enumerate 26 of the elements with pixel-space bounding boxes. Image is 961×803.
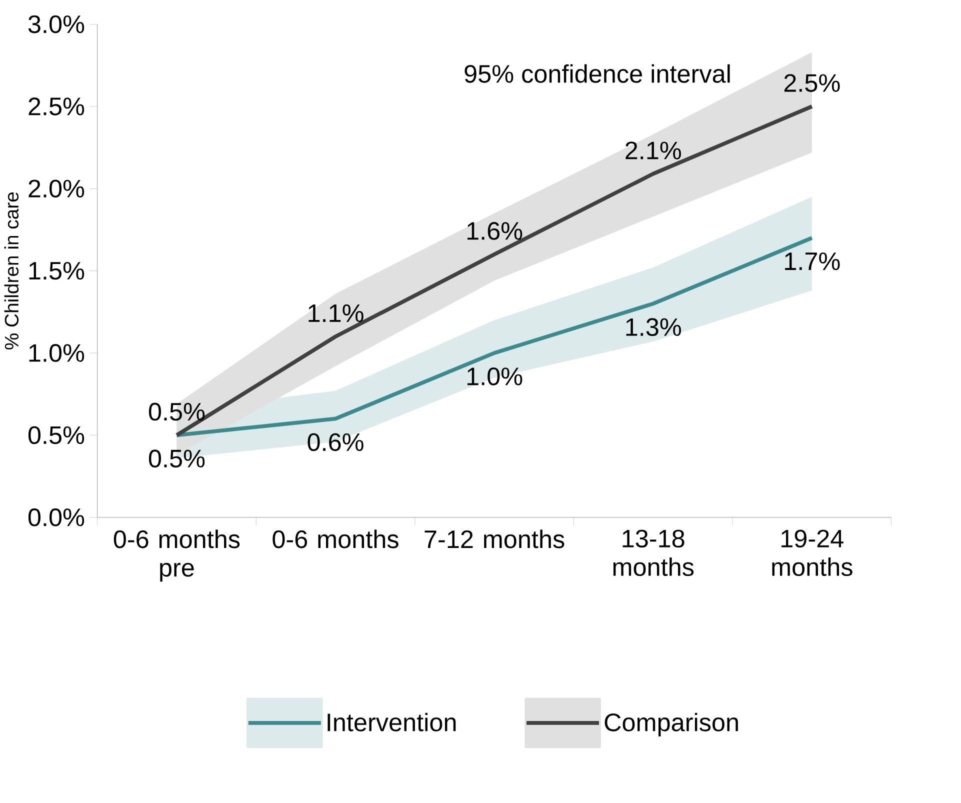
x-tick-label: 19-24 months <box>772 530 852 576</box>
data-label: 1.3% <box>626 318 681 336</box>
y-tick-label: 2.0% <box>28 180 84 198</box>
x-tick-label: 13-18 months <box>613 530 694 576</box>
legend-label: Comparison <box>604 712 738 736</box>
x-tick-label: 0-6 months <box>272 530 398 548</box>
data-label: 2.1% <box>626 142 681 160</box>
y-tick-label: 3.0% <box>28 15 84 34</box>
legend-label: Intervention <box>328 712 456 732</box>
x-tick-label: 0-6 months pre <box>114 530 240 582</box>
data-label: 1.6% <box>467 222 522 240</box>
annotation: 95% confidence interval <box>464 64 730 83</box>
y-tick-label: 1.5% <box>29 262 84 280</box>
data-label: 0.5% <box>148 402 205 421</box>
data-label: 1.1% <box>308 304 364 322</box>
y-tick-label: 0.0% <box>28 508 84 526</box>
y-tick-label: 0.5% <box>28 426 84 444</box>
data-label: 0.6% <box>308 433 364 452</box>
data-label: 2.5% <box>784 74 840 92</box>
y-tick-label: 2.5% <box>28 98 84 116</box>
data-label: 0.5% <box>148 450 205 468</box>
data-label: 1.0% <box>467 368 522 386</box>
y-axis-title: % Children in care <box>4 192 19 350</box>
y-tick-label: 1.0% <box>29 344 84 362</box>
x-tick-label: 7-12 months <box>424 530 564 548</box>
data-label: 1.7% <box>785 252 840 270</box>
